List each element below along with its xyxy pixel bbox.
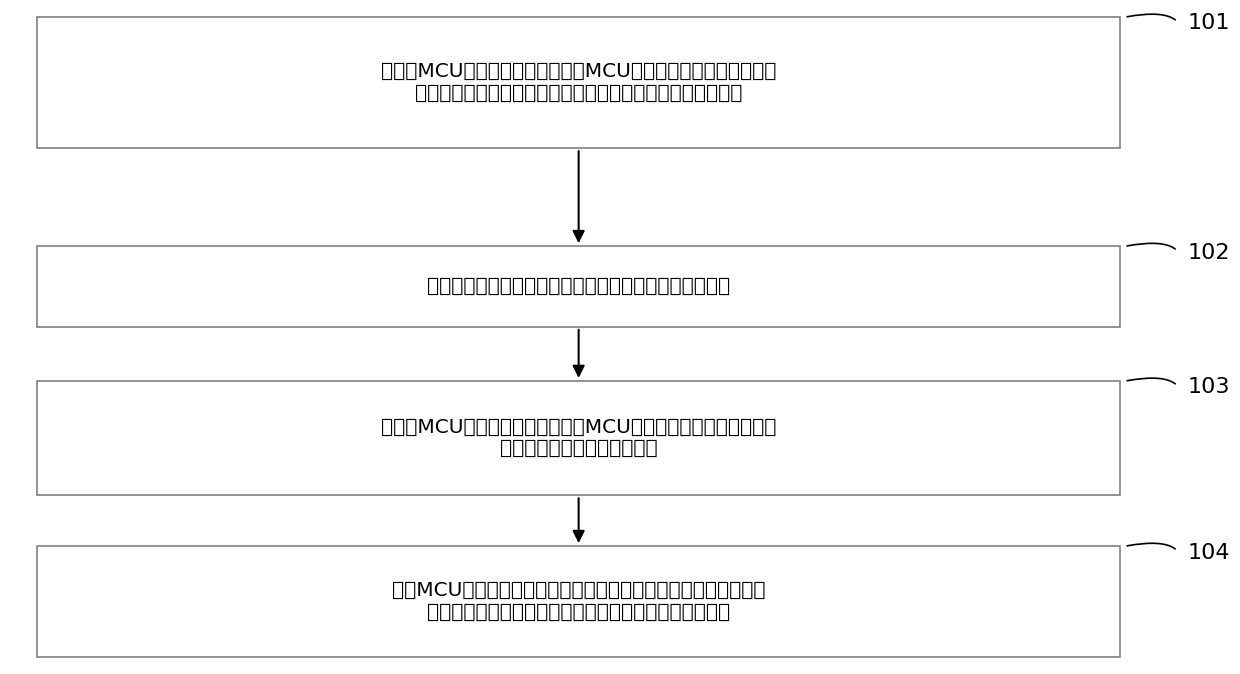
Text: 在所述MCU的出厂前测试时，所述MCU运行过程中，接收测试校准: 在所述MCU的出厂前测试时，所述MCU运行过程中，接收测试校准 [381, 62, 776, 82]
Text: 和所述调节校准信息对所述待校准模块进行调节校准操作: 和所述调节校准信息对所述待校准模块进行调节校准操作 [427, 603, 730, 622]
Text: 在测试校准通过时，将测试校准信息写入非易失性存储器: 在测试校准通过时，将测试校准信息写入非易失性存储器 [427, 277, 730, 296]
FancyBboxPatch shape [37, 546, 1120, 657]
Text: 在所述MCU的出厂后应用时，所述MCU上电复位后，读取所述非易: 在所述MCU的出厂后应用时，所述MCU上电复位后，读取所述非易 [381, 418, 776, 437]
Text: 所述MCU运行过程中，接收调节校准信息，利用所述测试校准信息: 所述MCU运行过程中，接收调节校准信息，利用所述测试校准信息 [392, 581, 765, 601]
Text: 101: 101 [1188, 13, 1230, 34]
FancyBboxPatch shape [37, 381, 1120, 495]
Text: 102: 102 [1188, 243, 1230, 263]
FancyBboxPatch shape [37, 17, 1120, 148]
Text: 信息，利用测试校准信息对所述待校准模块进行测试校准操作: 信息，利用测试校准信息对所述待校准模块进行测试校准操作 [415, 84, 743, 103]
FancyBboxPatch shape [37, 246, 1120, 327]
Text: 103: 103 [1188, 377, 1230, 398]
Text: 失性存储器中的测试校准信息: 失性存储器中的测试校准信息 [500, 439, 657, 458]
Text: 104: 104 [1188, 543, 1230, 563]
